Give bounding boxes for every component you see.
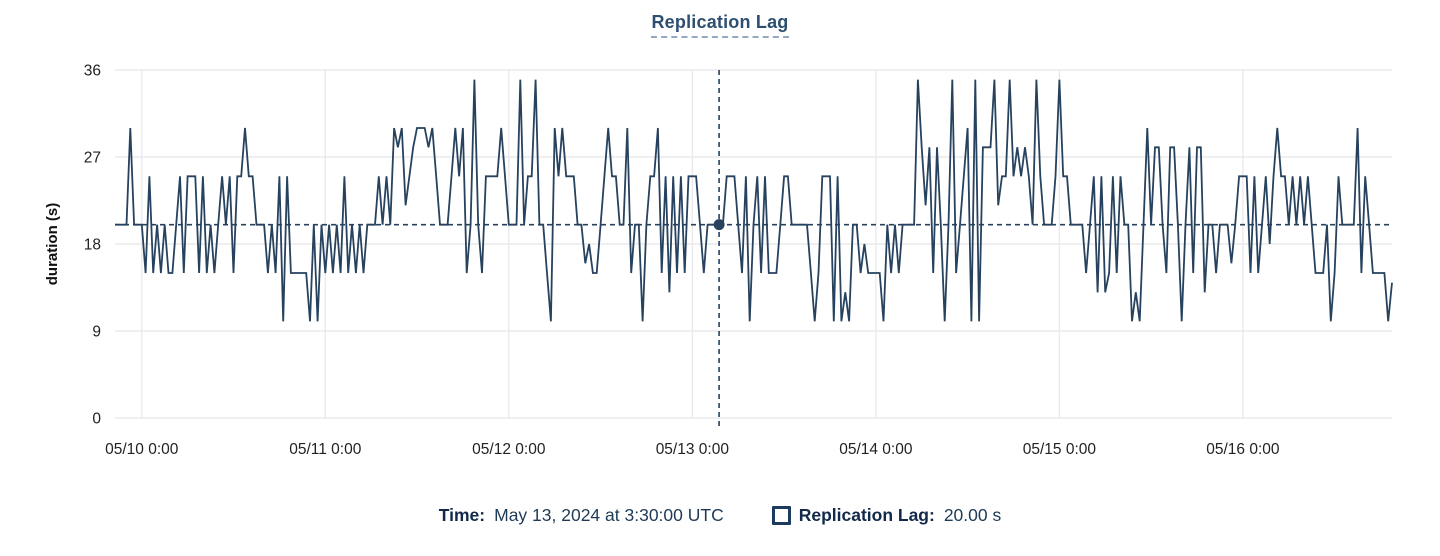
chart-title[interactable]: Replication Lag	[651, 12, 789, 38]
x-tick-label: 05/16 0:00	[1206, 441, 1280, 458]
y-tick-label: 36	[84, 63, 101, 80]
y-tick-label: 9	[92, 324, 101, 341]
series-value: 20.00 s	[943, 505, 1002, 525]
y-tick-label: 27	[84, 150, 101, 167]
replication-lag-series-line	[115, 79, 1393, 322]
tooltip-readout: Time: May 13, 2024 at 3:30:00 UTC Replic…	[0, 505, 1440, 526]
x-tick-label: 05/12 0:00	[472, 441, 546, 458]
x-tick-label: 05/11 0:00	[289, 441, 361, 458]
time-value: May 13, 2024 at 3:30:00 UTC	[494, 505, 724, 525]
chart-header: Replication Lag	[0, 12, 1440, 38]
series-legend-square-icon	[771, 506, 791, 525]
x-tick-label: 05/14 0:00	[839, 441, 913, 458]
series-label: Replication Lag:	[798, 505, 935, 525]
x-tick-label: 05/15 0:00	[1023, 441, 1097, 458]
selected-point-marker[interactable]	[713, 219, 725, 231]
x-tick-label: 05/13 0:00	[656, 441, 730, 458]
y-tick-label: 18	[84, 237, 101, 254]
replication-lag-chart[interactable]: 0 9 18 27 36 05/10 0:00 05/11 0:00 05/12 0:00 05…	[0, 0, 1440, 480]
legend-item-replication-lag[interactable]: Replication Lag:	[771, 505, 935, 526]
x-tick-label: 05/10 0:00	[105, 441, 179, 458]
y-axis-title: duration (s)	[44, 203, 61, 286]
time-label: Time:	[438, 505, 486, 525]
y-tick-label: 0	[92, 411, 101, 428]
